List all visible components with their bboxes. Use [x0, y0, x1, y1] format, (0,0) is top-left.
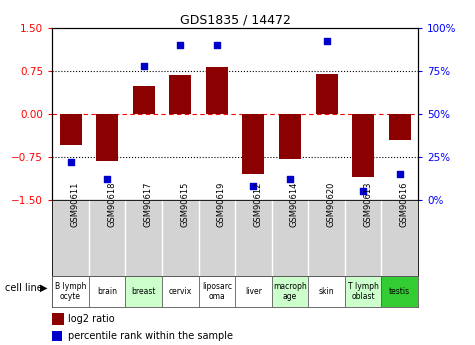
Bar [242, 114, 265, 174]
Text: GSM90615: GSM90615 [180, 181, 189, 227]
Text: GSM90613: GSM90613 [363, 181, 372, 227]
Bar [315, 73, 338, 114]
Text: B lymph
ocyte: B lymph ocyte [55, 282, 86, 301]
Text: testis: testis [389, 287, 410, 296]
Bar [52, 331, 62, 341]
Bar [206, 67, 228, 114]
Point [213, 42, 220, 48]
Text: GSM90612: GSM90612 [254, 181, 262, 227]
Text: cell line: cell line [5, 283, 42, 293]
Point [140, 63, 147, 68]
Bar [169, 75, 191, 114]
Point [250, 184, 257, 189]
Text: GSM90611: GSM90611 [70, 181, 79, 227]
Text: GSM90616: GSM90616 [399, 181, 408, 227]
Point [176, 42, 184, 48]
Text: GSM90617: GSM90617 [143, 181, 152, 227]
Bar [89, 276, 125, 307]
Bar [352, 114, 374, 177]
Point [360, 189, 367, 194]
Text: breast: breast [132, 287, 156, 296]
Text: T lymph
oblast: T lymph oblast [348, 282, 379, 301]
Point [286, 177, 294, 182]
Text: GSM90614: GSM90614 [290, 181, 299, 227]
Bar [133, 86, 155, 114]
Bar [52, 276, 89, 307]
Text: liposarc
oma: liposarc oma [202, 282, 232, 301]
Text: brain: brain [97, 287, 117, 296]
Bar [59, 114, 82, 146]
Point [323, 39, 331, 44]
Point [66, 159, 74, 165]
Bar [272, 276, 308, 307]
Title: GDS1835 / 14472: GDS1835 / 14472 [180, 13, 291, 27]
Bar [345, 276, 381, 307]
Text: GSM90618: GSM90618 [107, 181, 116, 227]
Bar [125, 276, 162, 307]
Text: liver: liver [245, 287, 262, 296]
Bar [96, 114, 118, 161]
Text: cervix: cervix [169, 287, 192, 296]
Bar [279, 114, 301, 159]
Text: GSM90620: GSM90620 [327, 181, 335, 227]
Bar [162, 276, 199, 307]
Text: ▶: ▶ [40, 283, 48, 293]
Point [396, 171, 403, 177]
Text: skin: skin [319, 287, 334, 296]
Bar [235, 276, 272, 307]
Text: macroph
age: macroph age [273, 282, 307, 301]
Bar [308, 276, 345, 307]
Text: GSM90619: GSM90619 [217, 181, 226, 227]
Text: percentile rank within the sample: percentile rank within the sample [68, 331, 233, 341]
Text: log2 ratio: log2 ratio [68, 314, 114, 324]
Point [103, 177, 111, 182]
Bar [52, 313, 64, 325]
Bar [199, 276, 235, 307]
Bar [389, 114, 411, 140]
Bar [381, 276, 418, 307]
